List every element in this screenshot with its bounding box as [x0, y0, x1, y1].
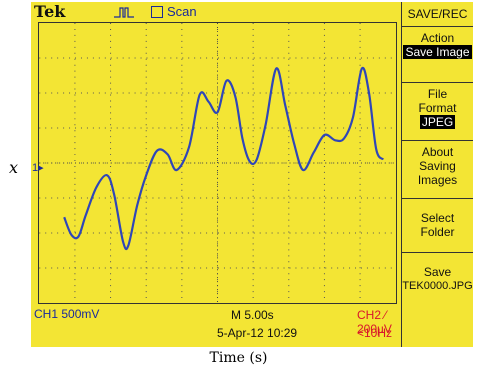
trigger-status: Scan: [151, 4, 197, 19]
action-label: Action: [420, 31, 455, 45]
ch1-scale: CH1 500mV: [34, 307, 100, 321]
x-axis-label: Time (s): [209, 350, 268, 366]
save-label: Save: [423, 265, 452, 279]
action-menu-button[interactable]: Action Save Image: [402, 27, 473, 83]
select-folder-label: Select Folder: [420, 211, 455, 239]
bottom-status-bar: CH1 500mV M 5.00s CH2 ⁄ 200µV 5-Apr-12 1…: [31, 304, 401, 347]
save-filename: TEK0000.JPG: [402, 280, 473, 292]
trigger-frequency: <10Hz: [357, 326, 393, 340]
brand-logo: Tek: [34, 2, 66, 21]
file-format-label: File Format: [418, 87, 457, 115]
scope-screen: Tek Scan SAVE/REC Action Save Image File…: [31, 2, 473, 347]
acquisition-waveform-icon: [114, 7, 134, 18]
select-folder-button[interactable]: Select Folder: [402, 199, 473, 253]
top-status-bar: Tek Scan: [31, 2, 401, 22]
ch1-waveform-trace: [63, 66, 385, 251]
about-saving-label: About Saving Images: [417, 145, 458, 187]
trigger-status-label: Scan: [167, 4, 197, 19]
timebase: M 5.00s: [231, 308, 274, 322]
waveform-graticule: [38, 22, 397, 304]
menu-title: SAVE/REC: [402, 2, 473, 27]
file-format-menu-button[interactable]: File Format JPEG: [402, 83, 473, 141]
trigger-setting: CH2 ⁄ 200µV: [357, 308, 392, 336]
date-time: 5-Apr-12 10:29: [217, 326, 298, 340]
ch1-ground-marker: 1▸: [32, 162, 44, 174]
action-value: Save Image: [403, 45, 472, 59]
file-format-value: JPEG: [419, 115, 456, 129]
save-recall-menu: SAVE/REC Action Save Image File Format J…: [401, 2, 473, 347]
scan-checkbox-icon: [151, 5, 163, 18]
save-button[interactable]: Save TEK0000.JPG: [402, 253, 473, 309]
y-axis-label: x: [9, 158, 19, 177]
about-saving-images-button[interactable]: About Saving Images: [402, 141, 473, 199]
